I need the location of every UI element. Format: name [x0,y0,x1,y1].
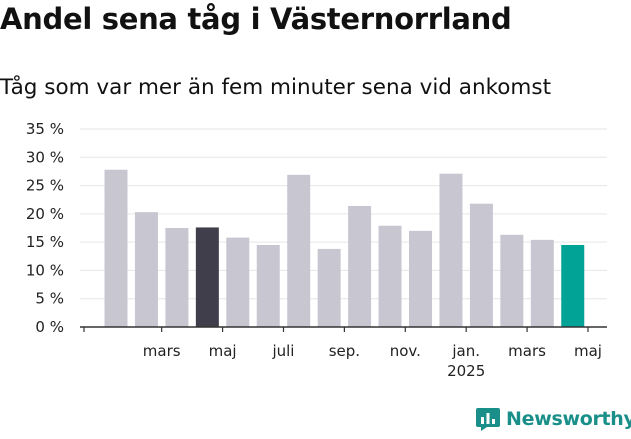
x-tick-label: juli [271,342,294,360]
x-tick-year-label: 2025 [447,362,485,380]
y-tick-label: 20 % [26,205,64,223]
x-tick-label: maj [209,342,237,360]
bars [104,169,585,327]
bar [134,212,158,327]
y-tick-label: 15 % [26,233,64,251]
bar [287,174,311,327]
bar [500,234,524,327]
chart-subtitle: Tåg som var mer än fem minuter sena vid … [0,75,552,100]
x-tick-label: sep. [329,342,360,360]
gridlines [80,128,607,300]
x-tick-label: nov. [390,342,421,360]
bar [256,244,280,327]
bar [439,173,463,327]
bar [348,205,372,327]
chart-title: Andel sena tåg i Västernorrland [0,2,512,36]
brand-name: Newsworthy [506,408,631,430]
bar [195,227,219,327]
newsworthy-logo: Newsworthy [475,406,631,432]
y-tick-label: 5 % [35,290,64,308]
x-tick-label: mars [508,342,546,360]
bar [226,237,250,327]
y-tick-label: 10 % [26,261,64,279]
bar [378,225,402,327]
bar [165,228,189,327]
x-tick-label: jan. [451,342,480,360]
y-tick-label: 30 % [26,148,64,166]
x-axis-ticks: mars maj juli sep. nov. jan. 2025 mars maj [83,327,602,380]
bar [104,169,128,327]
bar [409,230,432,327]
bar [317,248,341,327]
y-tick-label: 35 % [26,120,64,138]
bar [469,203,493,327]
x-tick-label: mars [143,342,181,360]
y-tick-label: 25 % [26,177,64,195]
x-tick-label: maj [574,342,602,360]
bar [530,239,554,327]
y-axis-ticks: 0 % 5 % 10 % 15 % 20 % 25 % 30 % 35 % [26,120,64,336]
y-tick-label: 0 % [35,318,64,336]
bar [561,244,585,327]
bar-chart-logo-icon [476,408,500,431]
